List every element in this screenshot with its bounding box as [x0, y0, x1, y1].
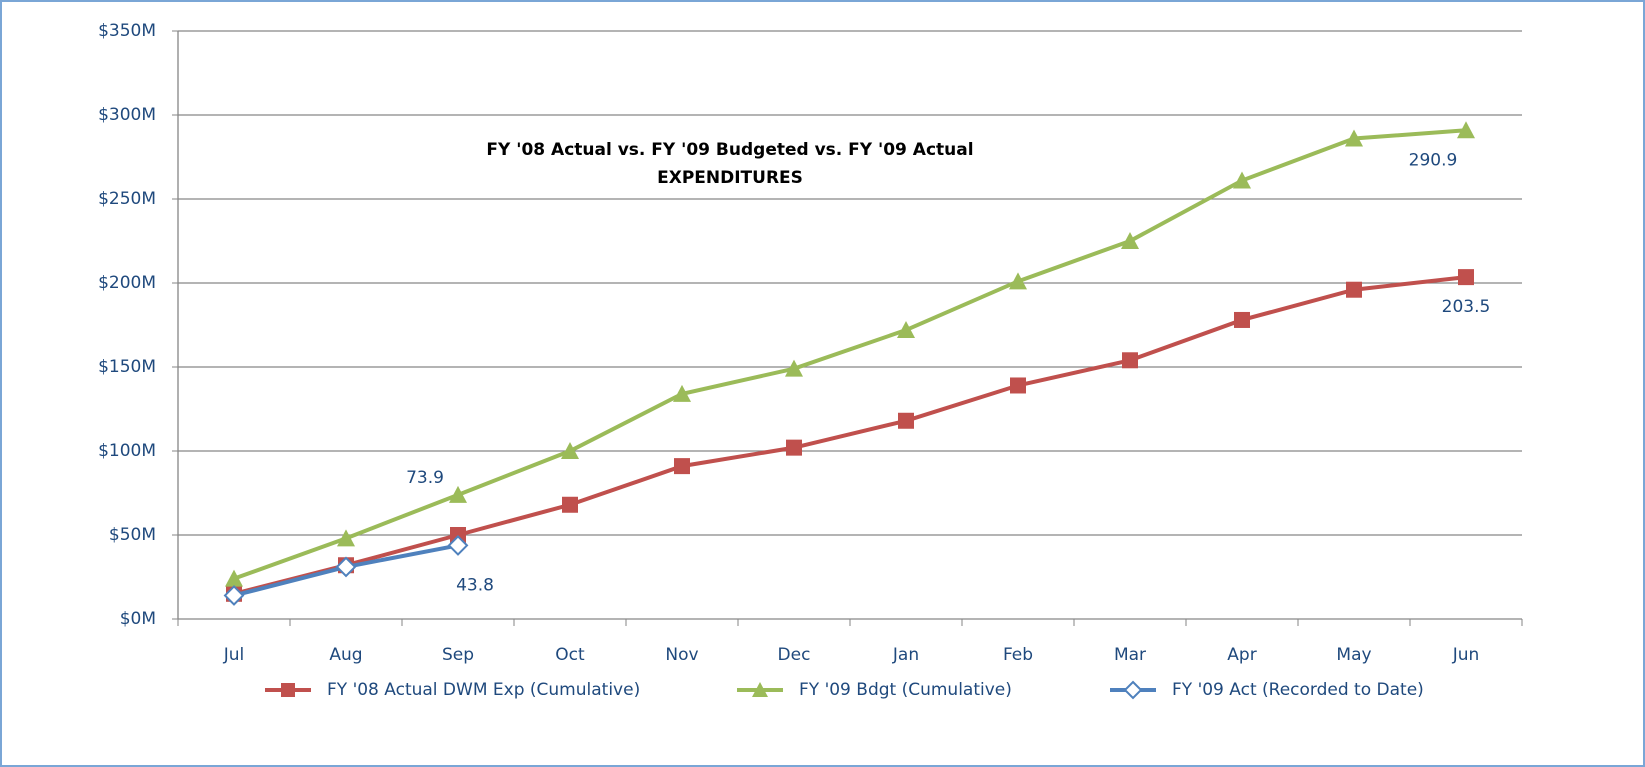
- marker: [1122, 352, 1138, 369]
- y-tick-label: $50M: [109, 525, 156, 545]
- marker: [561, 442, 579, 459]
- x-tick-label: Sep: [442, 645, 474, 665]
- marker: [1458, 269, 1474, 286]
- y-tick-label: $200M: [98, 273, 156, 293]
- legend-label: FY '09 Act (Recorded to Date): [1172, 680, 1424, 700]
- marker: [562, 496, 578, 513]
- data-label: 73.9: [406, 468, 444, 488]
- marker: [281, 683, 295, 697]
- marker: [450, 527, 466, 543]
- marker: [223, 585, 245, 606]
- chart-title: EXPENDITURES: [657, 168, 803, 188]
- marker: [898, 412, 914, 429]
- x-tick-label: Aug: [329, 645, 362, 665]
- marker: [1009, 272, 1027, 290]
- x-tick-label: Feb: [1003, 645, 1033, 665]
- legend-label: FY '08 Actual DWM Exp (Cumulative): [327, 680, 640, 700]
- x-tick-label: Jul: [223, 645, 245, 665]
- marker: [225, 569, 243, 587]
- x-tick-label: Jan: [892, 645, 919, 665]
- data-label: 43.8: [456, 575, 494, 595]
- marker: [1234, 311, 1250, 328]
- y-tick-label: $350M: [98, 21, 156, 41]
- marker: [449, 485, 467, 503]
- legend-label: FY '09 Bdgt (Cumulative): [799, 680, 1012, 700]
- x-tick-label: Mar: [1114, 645, 1146, 665]
- marker: [674, 458, 690, 475]
- marker: [785, 359, 803, 377]
- marker: [897, 321, 915, 339]
- x-tick-label: Nov: [665, 645, 698, 665]
- series-line: [233, 275, 1467, 596]
- x-tick-label: Apr: [1227, 645, 1256, 665]
- marker: [752, 682, 768, 697]
- y-tick-label: $300M: [98, 105, 156, 125]
- x-tick-label: Jun: [1452, 645, 1480, 665]
- x-tick-label: Oct: [555, 645, 585, 665]
- marker: [1010, 377, 1026, 394]
- x-tick-label: May: [1336, 645, 1371, 665]
- y-tick-label: $100M: [98, 441, 156, 461]
- marker: [1457, 121, 1475, 139]
- data-label: 290.9: [1409, 150, 1458, 170]
- marker: [1121, 232, 1139, 249]
- y-tick-label: $250M: [98, 189, 156, 209]
- marker: [1345, 129, 1363, 147]
- chart-title: FY '08 Actual vs. FY '09 Budgeted vs. FY…: [486, 140, 973, 160]
- series-line: [233, 128, 1467, 581]
- marker: [786, 439, 802, 456]
- marker: [335, 556, 357, 578]
- marker: [1346, 281, 1362, 298]
- marker: [1233, 171, 1251, 189]
- y-tick-label: $150M: [98, 357, 156, 377]
- marker: [673, 384, 691, 402]
- x-tick-label: Dec: [778, 645, 811, 665]
- y-tick-label: $0M: [120, 609, 156, 629]
- marker: [447, 535, 469, 556]
- marker: [337, 529, 355, 547]
- data-label: 203.5: [1442, 297, 1491, 317]
- marker: [1123, 680, 1143, 700]
